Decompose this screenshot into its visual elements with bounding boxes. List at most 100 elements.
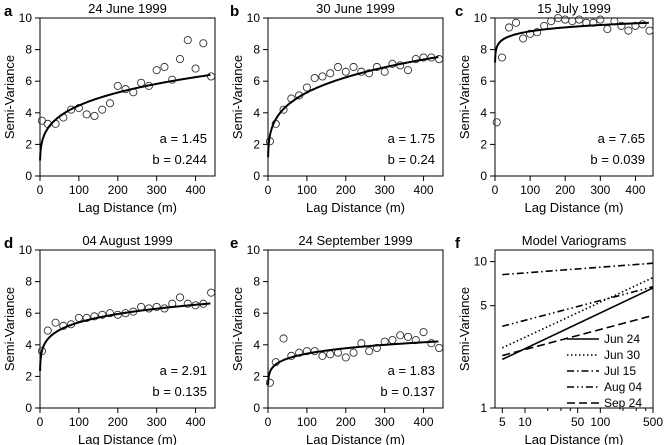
- y-tick-label: 1: [480, 401, 487, 415]
- panel-letter: e: [230, 235, 238, 252]
- data-point: [302, 347, 311, 356]
- data-point: [617, 21, 626, 30]
- y-tick-label: 6: [253, 74, 260, 88]
- plot-frame: [267, 249, 444, 409]
- y-tick-label: 6: [253, 306, 260, 320]
- data-point: [160, 62, 169, 72]
- x-axis-label: Lag Distance (m): [306, 432, 405, 445]
- y-tick-label: 6: [25, 74, 32, 88]
- data-point: [137, 78, 146, 87]
- data-point: [568, 17, 577, 26]
- y-tick-label: 2: [480, 137, 487, 151]
- data-point: [349, 348, 358, 357]
- panel-letter: f: [455, 235, 461, 252]
- panel-letter: c: [455, 3, 463, 20]
- y-tick-label: 5: [480, 299, 487, 313]
- data-point: [492, 118, 501, 127]
- x-tick-label: 300: [375, 183, 395, 197]
- param-b-label: b = 0.135: [152, 384, 207, 399]
- x-tick-label: 100: [69, 183, 89, 197]
- data-point: [380, 67, 389, 76]
- panel-letter: d: [4, 235, 13, 252]
- plot-frame: [267, 17, 444, 177]
- x-tick-label: 400: [625, 183, 645, 197]
- x-tick-label: 300: [147, 415, 167, 429]
- x-tick-label: 200: [336, 415, 356, 429]
- data-point: [74, 313, 83, 322]
- x-tick-label: 0: [37, 415, 44, 429]
- data-point: [152, 66, 161, 75]
- x-axis-label: Lag Distance (m): [78, 432, 177, 445]
- x-tick-label: 100: [590, 415, 610, 429]
- plot-frame: [494, 249, 654, 409]
- y-tick-label: 10: [19, 11, 33, 25]
- data-point: [326, 350, 335, 359]
- data-point: [207, 288, 216, 297]
- param-a-label: a = 1.75: [388, 131, 435, 146]
- data-point: [279, 334, 288, 343]
- data-point: [318, 72, 327, 81]
- series-line-jul-15: [502, 262, 654, 276]
- param-a-label: a = 7.65: [598, 131, 645, 146]
- data-point: [504, 23, 514, 32]
- y-tick-label: 8: [253, 43, 260, 57]
- y-tick-label: 4: [25, 106, 32, 120]
- y-axis-label: Semi-Variance: [457, 55, 472, 139]
- x-tick-label: 100: [297, 183, 317, 197]
- panel-d: 04 August 1999 d 0 100 200 300 400 0 2 4 6 8 10 Lag D…: [2, 233, 216, 445]
- data-point: [349, 62, 358, 72]
- data-point: [333, 62, 343, 72]
- data-point: [427, 339, 436, 348]
- data-point: [341, 67, 350, 76]
- data-point: [547, 17, 556, 26]
- legend-label: Jun 24: [604, 332, 640, 346]
- param-b-label: b = 0.137: [380, 384, 435, 399]
- data-point: [638, 20, 647, 29]
- legend-label: Jul 15: [604, 364, 636, 378]
- data-point: [561, 15, 570, 24]
- panel-letter: b: [230, 3, 239, 20]
- param-b-label: b = 0.039: [590, 152, 645, 167]
- data-point: [365, 347, 374, 356]
- x-axis-label: Lag Distance (m): [525, 432, 624, 445]
- y-tick-label: 8: [253, 275, 260, 289]
- data-point: [603, 25, 612, 34]
- y-tick-label: 2: [253, 369, 260, 383]
- data-point: [575, 15, 584, 24]
- data-point: [175, 55, 185, 64]
- x-axis-label: Lag Distance (m): [306, 200, 405, 215]
- panel-e: 24 September 1999 e 0 100 200 300 400 0 2 4 6 8 10 La…: [230, 233, 444, 445]
- plot-frame: [39, 249, 216, 409]
- chart-title: 04 August 1999: [82, 233, 172, 248]
- y-tick-label: 0: [480, 169, 487, 183]
- y-tick-label: 4: [253, 338, 260, 352]
- y-tick-label: 10: [247, 243, 261, 257]
- data-point: [497, 53, 507, 62]
- y-tick-label: 0: [253, 169, 260, 183]
- data-point: [82, 110, 91, 119]
- model-curve: [267, 340, 439, 385]
- data-point: [105, 99, 115, 108]
- x-tick-label: 400: [186, 415, 206, 429]
- x-tick-label: 0: [492, 183, 499, 197]
- x-tick-label: 100: [297, 415, 317, 429]
- data-point: [326, 69, 335, 78]
- x-tick-label: 300: [590, 183, 610, 197]
- chart-title: 24 September 1999: [298, 233, 412, 248]
- data-point: [310, 73, 319, 83]
- data-point: [207, 72, 216, 81]
- y-tick-label: 8: [25, 43, 32, 57]
- param-a-label: a = 1.83: [388, 363, 435, 378]
- y-tick-label: 10: [474, 11, 488, 25]
- x-tick-label: 300: [147, 183, 167, 197]
- y-tick-label: 4: [25, 338, 32, 352]
- data-point: [113, 81, 122, 90]
- panel-c: 15 July 1999 c 0 100 200 300 400 0 2 4 6 8 10 Lag Dis…: [455, 1, 654, 215]
- x-axis-label: Lag Distance (m): [525, 200, 624, 215]
- y-tick-label: 2: [25, 369, 32, 383]
- data-point: [411, 55, 420, 64]
- x-tick-label: 200: [108, 183, 128, 197]
- y-tick-label: 10: [474, 255, 488, 269]
- data-point: [435, 343, 444, 353]
- chart-title: Model Variograms: [522, 233, 627, 248]
